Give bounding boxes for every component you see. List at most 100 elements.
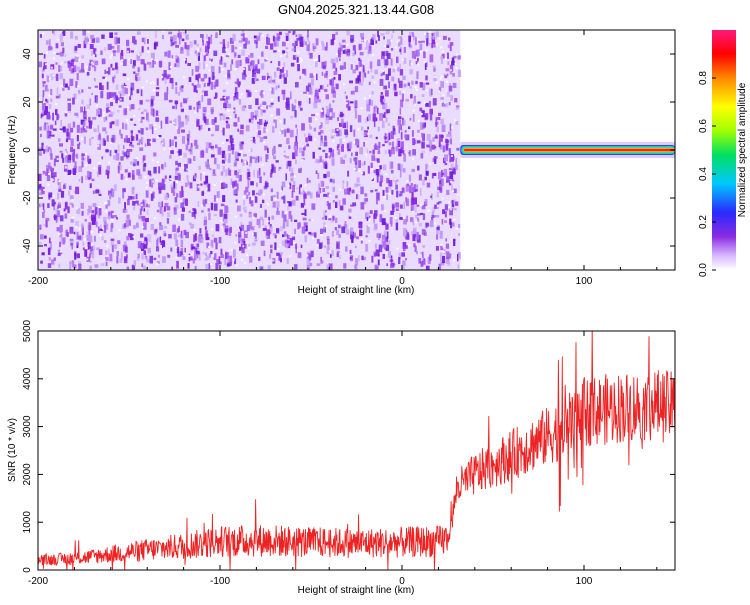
noise-gap	[194, 111, 197, 114]
noise-gap	[205, 187, 208, 190]
noise-cell	[188, 130, 191, 138]
noise-cell	[273, 42, 277, 47]
noise-cell	[331, 232, 334, 235]
noise-cell	[365, 235, 368, 238]
noise-cell	[200, 183, 203, 186]
noise-cell	[101, 34, 105, 39]
noise-cell	[151, 191, 155, 199]
noise-gap	[420, 113, 423, 115]
noise-cell	[188, 210, 191, 213]
noise-cell	[100, 50, 103, 55]
noise-gap	[99, 234, 102, 237]
noise-cell	[361, 64, 364, 67]
noise-cell	[55, 73, 59, 81]
noise-cell	[116, 256, 119, 264]
noise-cell	[376, 158, 380, 163]
noise-cell	[46, 75, 50, 83]
noise-cell	[323, 210, 326, 219]
noise-cell	[210, 57, 213, 62]
noise-cell	[385, 223, 389, 230]
noise-cell	[114, 32, 118, 35]
noise-cell	[142, 199, 145, 204]
noise-cell	[366, 148, 369, 155]
noise-cell	[105, 257, 109, 261]
noise-cell	[423, 232, 427, 236]
noise-cell	[392, 128, 396, 135]
noise-cell	[149, 62, 153, 68]
noise-gap	[203, 52, 206, 55]
noise-cell	[314, 95, 317, 103]
noise-cell	[113, 51, 116, 57]
noise-cell	[80, 202, 84, 209]
noise-cell	[382, 70, 385, 76]
noise-cell	[256, 156, 259, 161]
noise-cell	[270, 169, 273, 174]
y-tick-label: -20	[22, 190, 33, 205]
noise-cell	[415, 61, 418, 65]
noise-cell	[117, 45, 120, 53]
noise-cell	[383, 36, 385, 40]
noise-gap	[267, 159, 270, 162]
noise-cell	[52, 112, 54, 121]
noise-cell	[302, 217, 307, 221]
noise-cell	[49, 237, 51, 244]
noise-cell	[289, 165, 291, 172]
noise-cell	[110, 239, 115, 246]
noise-gap	[158, 125, 161, 128]
noise-cell	[215, 144, 218, 149]
noise-cell	[89, 265, 92, 270]
noise-cell	[331, 85, 334, 92]
noise-cell	[446, 189, 450, 195]
noise-cell	[257, 106, 261, 110]
noise-cell	[267, 265, 271, 270]
noise-cell	[38, 184, 42, 191]
noise-cell	[204, 90, 208, 97]
noise-cell	[234, 113, 237, 119]
noise-cell	[193, 209, 197, 215]
noise-cell	[147, 119, 150, 123]
noise-cell	[449, 171, 454, 180]
noise-cell	[218, 256, 221, 265]
noise-cell	[436, 31, 439, 37]
noise-cell	[178, 226, 180, 233]
noise-cell	[58, 114, 60, 119]
noise-gap	[93, 167, 96, 170]
noise-cell	[202, 90, 204, 93]
noise-cell	[222, 39, 226, 47]
noise-cell	[455, 120, 459, 125]
noise-cell	[128, 219, 131, 226]
noise-gap	[244, 34, 247, 37]
noise-cell	[254, 65, 258, 73]
noise-cell	[275, 39, 279, 47]
noise-cell	[130, 59, 132, 64]
noise-cell	[245, 89, 249, 93]
noise-cell	[136, 169, 141, 176]
noise-gap	[81, 137, 83, 140]
noise-gap	[125, 82, 128, 85]
noise-cell	[106, 135, 109, 142]
noise-cell	[205, 118, 209, 125]
noise-cell	[361, 162, 364, 166]
noise-gap	[266, 58, 268, 60]
noise-cell	[265, 45, 269, 49]
noise-cell	[141, 37, 144, 43]
noise-cell	[323, 161, 326, 169]
noise-cell	[316, 95, 319, 100]
noise-cell	[450, 163, 454, 169]
noise-cell	[166, 218, 170, 224]
colorbar-tick-label: 0.0	[698, 263, 709, 277]
noise-gap	[84, 126, 87, 129]
noise-cell	[241, 49, 245, 56]
noise-cell	[203, 55, 206, 62]
noise-cell	[68, 67, 73, 72]
noise-cell	[127, 198, 130, 206]
noise-cell	[287, 242, 290, 247]
noise-gap	[127, 122, 129, 125]
noise-cell	[261, 75, 266, 80]
noise-cell	[180, 108, 184, 113]
noise-cell	[458, 223, 461, 228]
noise-cell	[299, 76, 302, 81]
noise-gap	[243, 67, 246, 70]
noise-cell	[105, 250, 108, 255]
noise-cell	[256, 78, 259, 81]
